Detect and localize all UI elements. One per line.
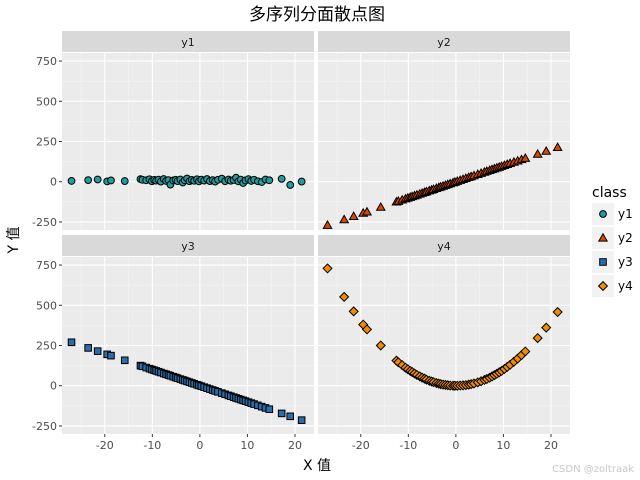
y-tick-label: 750 bbox=[36, 259, 57, 272]
data-point-y1 bbox=[107, 176, 115, 185]
y-tick-label: 500 bbox=[36, 95, 57, 108]
legend-title: class bbox=[592, 185, 627, 201]
data-point-y2 bbox=[552, 142, 563, 151]
data-point-y3 bbox=[67, 338, 76, 347]
legend-label: y1 bbox=[618, 207, 633, 221]
x-tick-label: 10 bbox=[240, 439, 254, 452]
data-point-y4 bbox=[541, 322, 552, 333]
data-point-y1 bbox=[93, 175, 102, 184]
data-point-y2 bbox=[348, 211, 359, 220]
facet-strip bbox=[62, 235, 314, 256]
y-tick-label: 0 bbox=[50, 176, 57, 189]
data-point-y4 bbox=[361, 324, 373, 335]
data-point-y2 bbox=[520, 153, 531, 162]
data-point-y3 bbox=[286, 412, 295, 421]
x-tick-label: 20 bbox=[288, 439, 302, 452]
x-tick-label: 10 bbox=[496, 439, 510, 452]
x-tick-label: -10 bbox=[143, 439, 161, 452]
watermark: CSDN @zoltraak bbox=[552, 464, 634, 475]
legend-label: y3 bbox=[618, 255, 633, 269]
data-point-y4 bbox=[520, 346, 531, 357]
data-point-y3 bbox=[277, 409, 286, 418]
legend-key-y4 bbox=[597, 280, 609, 292]
data-point-y3 bbox=[93, 347, 102, 355]
legend-key-y1 bbox=[599, 210, 607, 218]
data-point-y2 bbox=[339, 214, 350, 224]
data-point-y3 bbox=[265, 405, 274, 414]
y-tick-label: -250 bbox=[32, 420, 57, 433]
legend: class y1 y2 y3 y4 bbox=[592, 185, 633, 297]
data-point-y2 bbox=[532, 148, 543, 158]
facet-strip-label: y3 bbox=[181, 240, 195, 253]
data-point-y1 bbox=[67, 177, 76, 185]
data-point-y1 bbox=[286, 181, 295, 189]
x-tick-label: 0 bbox=[452, 439, 459, 452]
facet-panel-y4: y4 -20 -10 0 10 20 bbox=[318, 235, 570, 452]
y-axis-title: Y 值 bbox=[6, 226, 22, 254]
facet-strip bbox=[62, 31, 314, 52]
y-tick-label: -250 bbox=[32, 216, 57, 229]
data-point-y4 bbox=[348, 306, 359, 317]
facet-panel-y1: y1 -250 0 250 500 750 bbox=[32, 31, 314, 230]
facet-panels: y1 -250 0 250 500 750 y2 y3 -250 0 250 500 750 -20 -10… bbox=[32, 31, 570, 452]
data-point-y2 bbox=[541, 145, 552, 155]
y-tick-label: 0 bbox=[50, 380, 57, 393]
data-point-y1 bbox=[120, 177, 129, 185]
facet-strip-label: y2 bbox=[437, 36, 451, 49]
x-axis-title: X 值 bbox=[303, 458, 331, 474]
y-tick-label: 250 bbox=[36, 136, 57, 149]
facet-strip-label: y1 bbox=[181, 36, 195, 49]
series-y1 bbox=[67, 173, 306, 189]
x-tick-label: -20 bbox=[352, 439, 370, 452]
y-tick-label: 250 bbox=[36, 340, 57, 353]
facet-panel-y3: y3 -250 0 250 500 750 -20 -10 0 10 20 bbox=[32, 235, 314, 452]
x-tick-label: -10 bbox=[399, 439, 417, 452]
data-point-y4 bbox=[552, 306, 563, 318]
facet-strip bbox=[318, 31, 570, 52]
data-point-y3 bbox=[297, 416, 306, 424]
legend-label: y2 bbox=[618, 231, 633, 245]
data-point-y4 bbox=[339, 291, 350, 303]
data-point-y1 bbox=[277, 174, 286, 183]
data-point-y2 bbox=[361, 206, 373, 216]
series-y4 bbox=[322, 263, 563, 391]
facet-panel-y2: y2 bbox=[318, 31, 570, 230]
data-point-y1 bbox=[84, 176, 93, 185]
data-point-y3 bbox=[84, 344, 92, 352]
x-tick-label: 20 bbox=[544, 439, 558, 452]
data-point-y4 bbox=[532, 332, 543, 344]
data-point-y2 bbox=[322, 219, 333, 229]
facet-strip-label: y4 bbox=[437, 240, 451, 253]
legend-key-y3 bbox=[599, 258, 607, 266]
data-point-y3 bbox=[107, 351, 115, 360]
data-point-y4 bbox=[322, 263, 333, 274]
series-y3 bbox=[67, 338, 306, 424]
y-tick-label: 750 bbox=[36, 55, 57, 68]
legend-key-y2 bbox=[597, 232, 609, 242]
x-tick-label: 0 bbox=[196, 439, 203, 452]
data-point-y1 bbox=[297, 177, 306, 186]
legend-label: y4 bbox=[618, 279, 633, 293]
x-tick-label: -20 bbox=[96, 439, 114, 452]
data-point-y1 bbox=[265, 176, 274, 185]
series-y2 bbox=[322, 142, 563, 229]
facet-strip bbox=[318, 235, 570, 256]
chart-title: 多序列分面散点图 bbox=[249, 5, 385, 25]
data-point-y3 bbox=[120, 356, 129, 365]
data-point-y2 bbox=[375, 201, 386, 211]
data-point-y4 bbox=[375, 340, 386, 351]
y-tick-label: 500 bbox=[36, 299, 57, 312]
